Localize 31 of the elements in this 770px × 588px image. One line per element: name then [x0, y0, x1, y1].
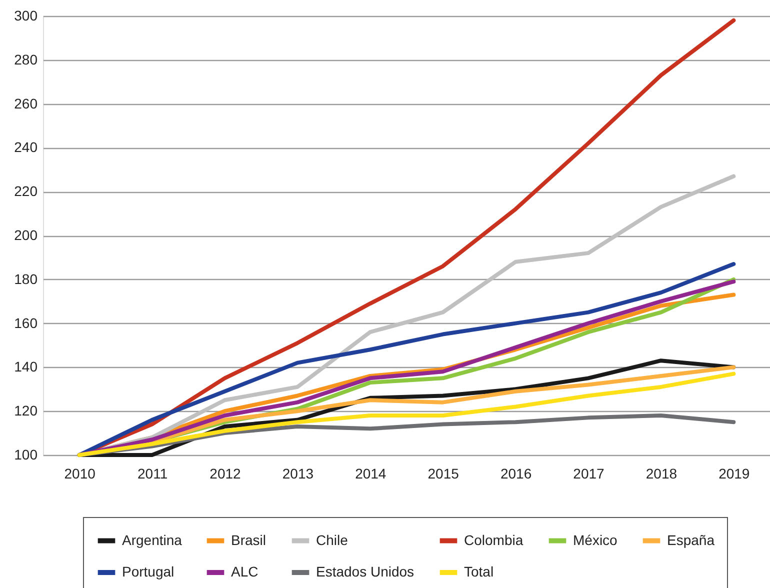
x-tick-label: 2015 — [428, 466, 460, 482]
y-tick-label: 220 — [14, 183, 38, 200]
x-tick-label: 2018 — [646, 466, 678, 482]
legend-label: Chile — [316, 532, 348, 548]
legend-label: ALC — [231, 564, 258, 580]
y-tick-label: 200 — [14, 227, 38, 243]
legend-label: Portugal — [122, 564, 174, 580]
legend-label: España — [667, 532, 715, 548]
x-tick-label: 2016 — [500, 466, 532, 482]
x-tick-label: 2010 — [64, 466, 96, 482]
y-tick-label: 100 — [14, 446, 38, 462]
legend-label: Estados Unidos — [316, 564, 414, 580]
x-tick-label: 2014 — [355, 466, 386, 482]
x-tick-label: 2017 — [573, 466, 605, 482]
y-tick-label: 140 — [14, 358, 38, 375]
y-tick-label: 240 — [14, 139, 38, 156]
y-tick-label: 280 — [14, 51, 38, 68]
y-tick-label: 120 — [14, 402, 38, 419]
legend-label: Brasil — [231, 532, 266, 548]
y-tick-label: 300 — [14, 8, 38, 24]
legend-label: México — [573, 532, 618, 548]
x-tick-label: 2011 — [137, 466, 168, 482]
y-tick-label: 260 — [14, 95, 38, 112]
x-tick-label: 2012 — [210, 466, 242, 482]
y-tick-label: 180 — [14, 270, 38, 287]
legend-label: Colombia — [464, 532, 524, 548]
legend-label: Total — [464, 564, 494, 580]
legend-label: Argentina — [122, 532, 182, 548]
x-tick-label: 2013 — [282, 466, 314, 482]
y-tick-label: 160 — [14, 314, 38, 331]
x-tick-label: 2019 — [718, 466, 750, 482]
